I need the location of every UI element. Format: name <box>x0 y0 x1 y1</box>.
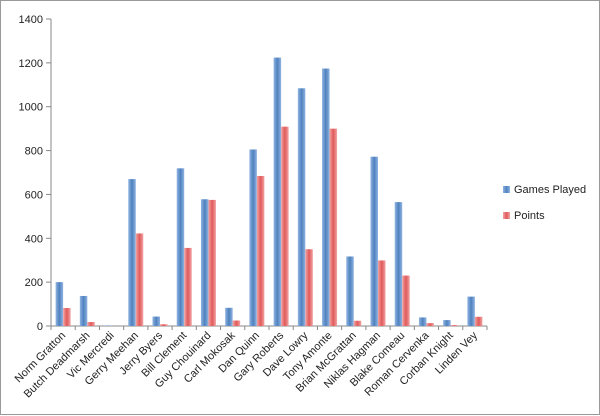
bar-points <box>378 260 386 326</box>
bar-points <box>233 321 241 326</box>
y-axis: 0 200 400 600 800 1000 1200 1400 <box>19 14 51 333</box>
y-tick-label: 1400 <box>19 14 43 26</box>
bar-points <box>136 233 144 326</box>
legend-label: Points <box>514 210 545 222</box>
bar-games-played <box>128 179 136 326</box>
bar-points <box>87 322 95 326</box>
bar-points <box>451 325 459 326</box>
y-tick-label: 800 <box>25 146 43 158</box>
bar-points <box>475 317 483 326</box>
bar-games-played <box>56 282 64 326</box>
bar-games-played <box>298 88 306 326</box>
bar-points <box>63 308 71 326</box>
bar-points <box>354 321 362 326</box>
bar-games-played <box>395 202 403 326</box>
bar-points <box>184 248 192 326</box>
bar-points <box>281 127 289 326</box>
bar-points <box>305 249 313 326</box>
bar-points <box>257 176 265 326</box>
bar-games-played <box>419 317 427 326</box>
legend-swatch <box>503 186 510 193</box>
bar-games-played <box>201 199 209 326</box>
y-tick-label: 0 <box>37 321 43 333</box>
bar-points <box>160 324 168 326</box>
bar-points <box>208 200 216 326</box>
y-tick-label: 1200 <box>19 58 43 70</box>
bar-games-played <box>177 168 185 326</box>
bar-points <box>426 323 434 326</box>
bar-games-played <box>467 297 475 326</box>
bar-games-played <box>346 256 354 326</box>
bar-games-played <box>80 296 88 326</box>
y-tick-label: 600 <box>25 189 43 201</box>
bar-points <box>402 276 410 326</box>
legend-swatch <box>503 212 510 219</box>
legend: Games Played Points <box>503 184 586 222</box>
bar-games-played <box>274 58 282 326</box>
legend-label: Games Played <box>514 184 586 196</box>
bar-games-played <box>371 157 379 326</box>
bar-games-played <box>322 69 330 326</box>
bar-games-played <box>249 149 257 326</box>
bar-games-played <box>153 317 161 326</box>
bars <box>56 58 483 326</box>
y-tick-label: 1000 <box>19 102 43 114</box>
y-tick-label: 200 <box>25 277 43 289</box>
y-tick-label: 400 <box>25 233 43 245</box>
bar-games-played <box>443 320 451 326</box>
bar-games-played <box>225 308 233 326</box>
bar-points <box>330 129 338 326</box>
